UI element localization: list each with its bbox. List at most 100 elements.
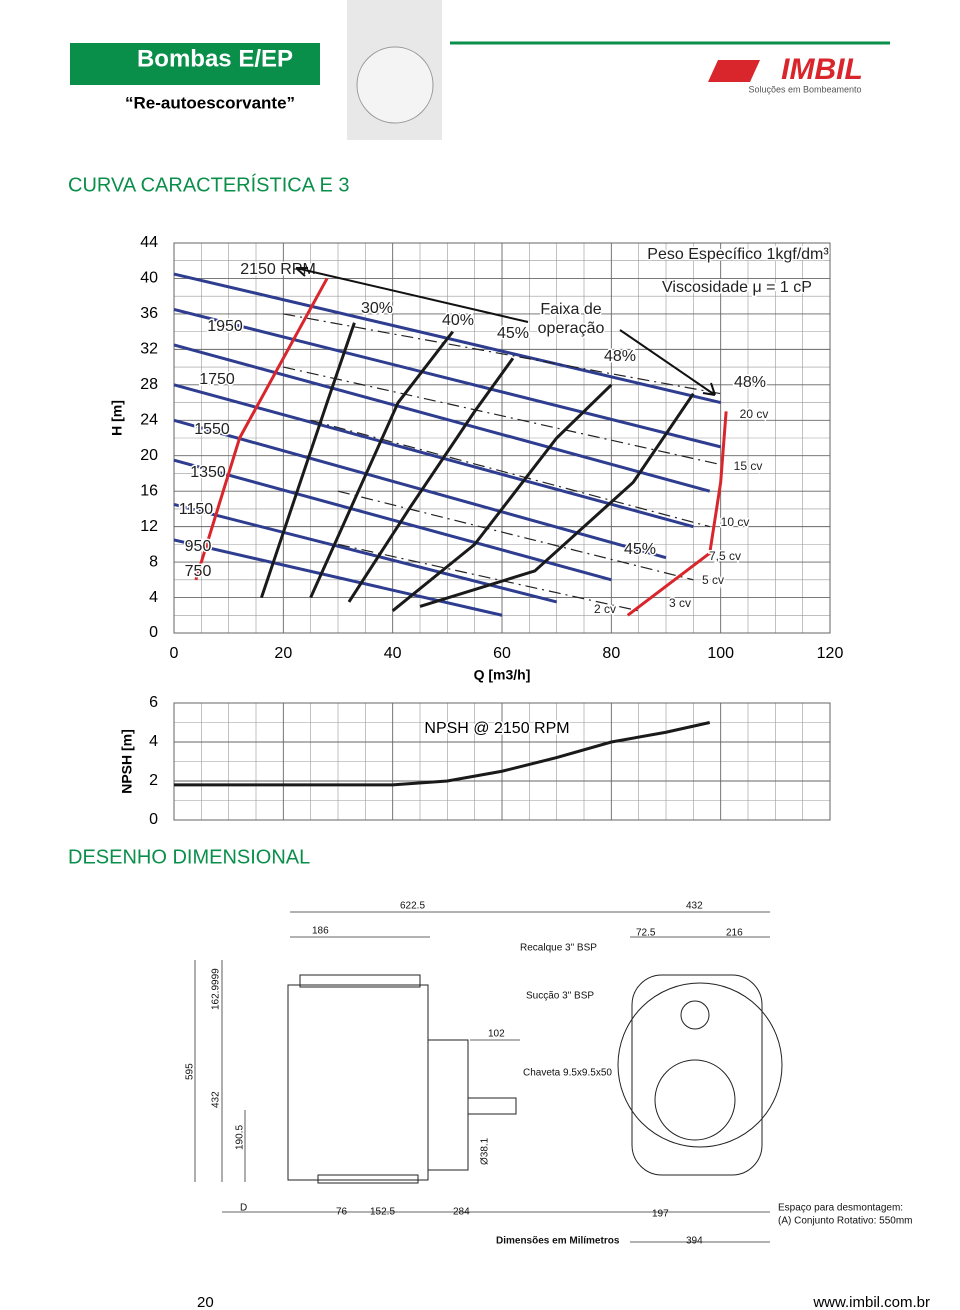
- annotation: 45%: [497, 325, 529, 342]
- dimension: 197: [652, 1209, 669, 1220]
- shaft: [467, 1097, 517, 1115]
- dimension: 216: [726, 928, 743, 939]
- y-tick-label: 2: [149, 772, 158, 789]
- dimension: 394: [686, 1236, 703, 1247]
- y-tick-label: 4: [149, 733, 158, 750]
- dimension: Chaveta 9.5x9.5x50: [523, 1068, 612, 1079]
- dimension: 152.5: [370, 1207, 395, 1218]
- dimension: 102: [488, 1029, 505, 1040]
- annotation: 1350: [190, 464, 226, 481]
- dimension: 190.5: [235, 1125, 246, 1150]
- y-tick-label: 44: [140, 234, 158, 251]
- curve: [173, 383, 694, 529]
- dimension: 432: [686, 901, 703, 912]
- dimension: 595: [185, 1063, 196, 1080]
- y-tick-label: 28: [140, 376, 158, 393]
- pump-side: [287, 984, 429, 1181]
- dimension: D: [240, 1203, 247, 1214]
- pump-front: [631, 974, 763, 1176]
- dimension: 72.5: [636, 928, 656, 939]
- dimension: Recalque 3" BSP: [520, 943, 597, 954]
- y-tick-label: 16: [140, 482, 158, 499]
- dimensional-drawing: [194, 911, 783, 1243]
- pump-side: [299, 974, 421, 988]
- curve: [347, 357, 515, 603]
- dimension: Ø38.1: [480, 1137, 491, 1165]
- page-number: 20: [197, 1294, 214, 1310]
- base: [317, 1174, 419, 1184]
- curve: [309, 330, 454, 599]
- dimension: Sucção 3" BSP: [526, 991, 594, 1002]
- suction: [654, 1059, 736, 1141]
- header-subtitle: “Re-autoescorvante”: [125, 93, 295, 112]
- x-axis-label: Q [m3/h]: [474, 667, 531, 683]
- annotation: 10 cv: [721, 515, 750, 529]
- discharge: [680, 1000, 710, 1030]
- annotation: 2150 RPM: [240, 261, 316, 278]
- y-tick-label: 36: [140, 305, 158, 322]
- annotation: 48%: [604, 348, 636, 365]
- curve: [173, 503, 558, 604]
- annotation: 1950: [207, 318, 243, 335]
- annotation: 45%: [624, 541, 656, 558]
- section-title: DESENHO DIMENSIONAL: [68, 846, 310, 868]
- curve: [391, 383, 613, 613]
- y-tick-label: 0: [149, 811, 158, 828]
- dimension: 162.9999: [211, 968, 222, 1010]
- logo-mark: [708, 60, 760, 82]
- header-bar: [70, 43, 320, 85]
- curve: [626, 411, 728, 617]
- dimension: 622.5: [400, 901, 425, 912]
- annotation: Faixa de: [540, 301, 601, 318]
- drawing-note: Dimensões em Milímetros: [496, 1236, 620, 1247]
- dimension: 284: [453, 1207, 470, 1218]
- x-tick-label: 40: [384, 645, 402, 662]
- y-tick-label: 12: [140, 518, 158, 535]
- annotation: 2 cv: [594, 602, 616, 616]
- annotation: 15 cv: [734, 459, 763, 473]
- y-tick-label: 4: [149, 589, 158, 606]
- curve: [173, 343, 711, 493]
- efficiency-curve: [283, 313, 721, 395]
- x-tick-label: 60: [493, 645, 511, 662]
- logo-tagline: Soluções em Bombeamento: [748, 84, 861, 94]
- y-tick-label: 20: [140, 447, 158, 464]
- arrow: [295, 267, 716, 396]
- y-tick-label: 32: [140, 341, 158, 358]
- section-title: CURVA CARACTERÍSTICA E 3: [68, 173, 350, 196]
- annotation: 5 cv: [702, 573, 724, 587]
- dimension: 76: [336, 1207, 348, 1218]
- curve: [260, 322, 356, 599]
- curve: [173, 458, 612, 582]
- y-tick-label: 6: [149, 694, 158, 711]
- disassembly-note: Espaço para desmontagem:: [778, 1203, 903, 1214]
- curve: [194, 277, 329, 581]
- curve: [173, 538, 503, 617]
- annotation: Viscosidade μ = 1 cP: [662, 279, 812, 296]
- dimension-labels: 622.5 432 186 72.5 216 Recalque 3" BSP S…: [185, 901, 913, 1247]
- annotation: operação: [538, 320, 605, 337]
- annotation: 1150: [179, 501, 214, 518]
- bearing: [427, 1039, 469, 1171]
- header-title: Bombas E/EP: [137, 45, 293, 72]
- logo-text: IMBIL: [781, 53, 863, 86]
- curve: [173, 308, 722, 449]
- x-tick-label: 100: [707, 645, 734, 662]
- efficiency-curve: [283, 366, 721, 466]
- y-tick-label: 0: [149, 624, 158, 641]
- annotation: 750: [185, 563, 212, 580]
- annotation: 30%: [361, 300, 393, 317]
- x-tick-label: 0: [170, 645, 179, 662]
- curve: [419, 392, 695, 608]
- x-tick-label: 80: [602, 645, 620, 662]
- annotation: Peso Específico 1kgf/dm³: [647, 246, 829, 263]
- efficiency-curve: [310, 419, 710, 528]
- annotation: 950: [185, 538, 212, 555]
- x-tick-label: 20: [274, 645, 292, 662]
- annotation: 3 cv: [669, 596, 691, 610]
- dimension: 432: [211, 1091, 222, 1108]
- annotation: 20 cv: [740, 407, 769, 421]
- casing: [617, 982, 783, 1148]
